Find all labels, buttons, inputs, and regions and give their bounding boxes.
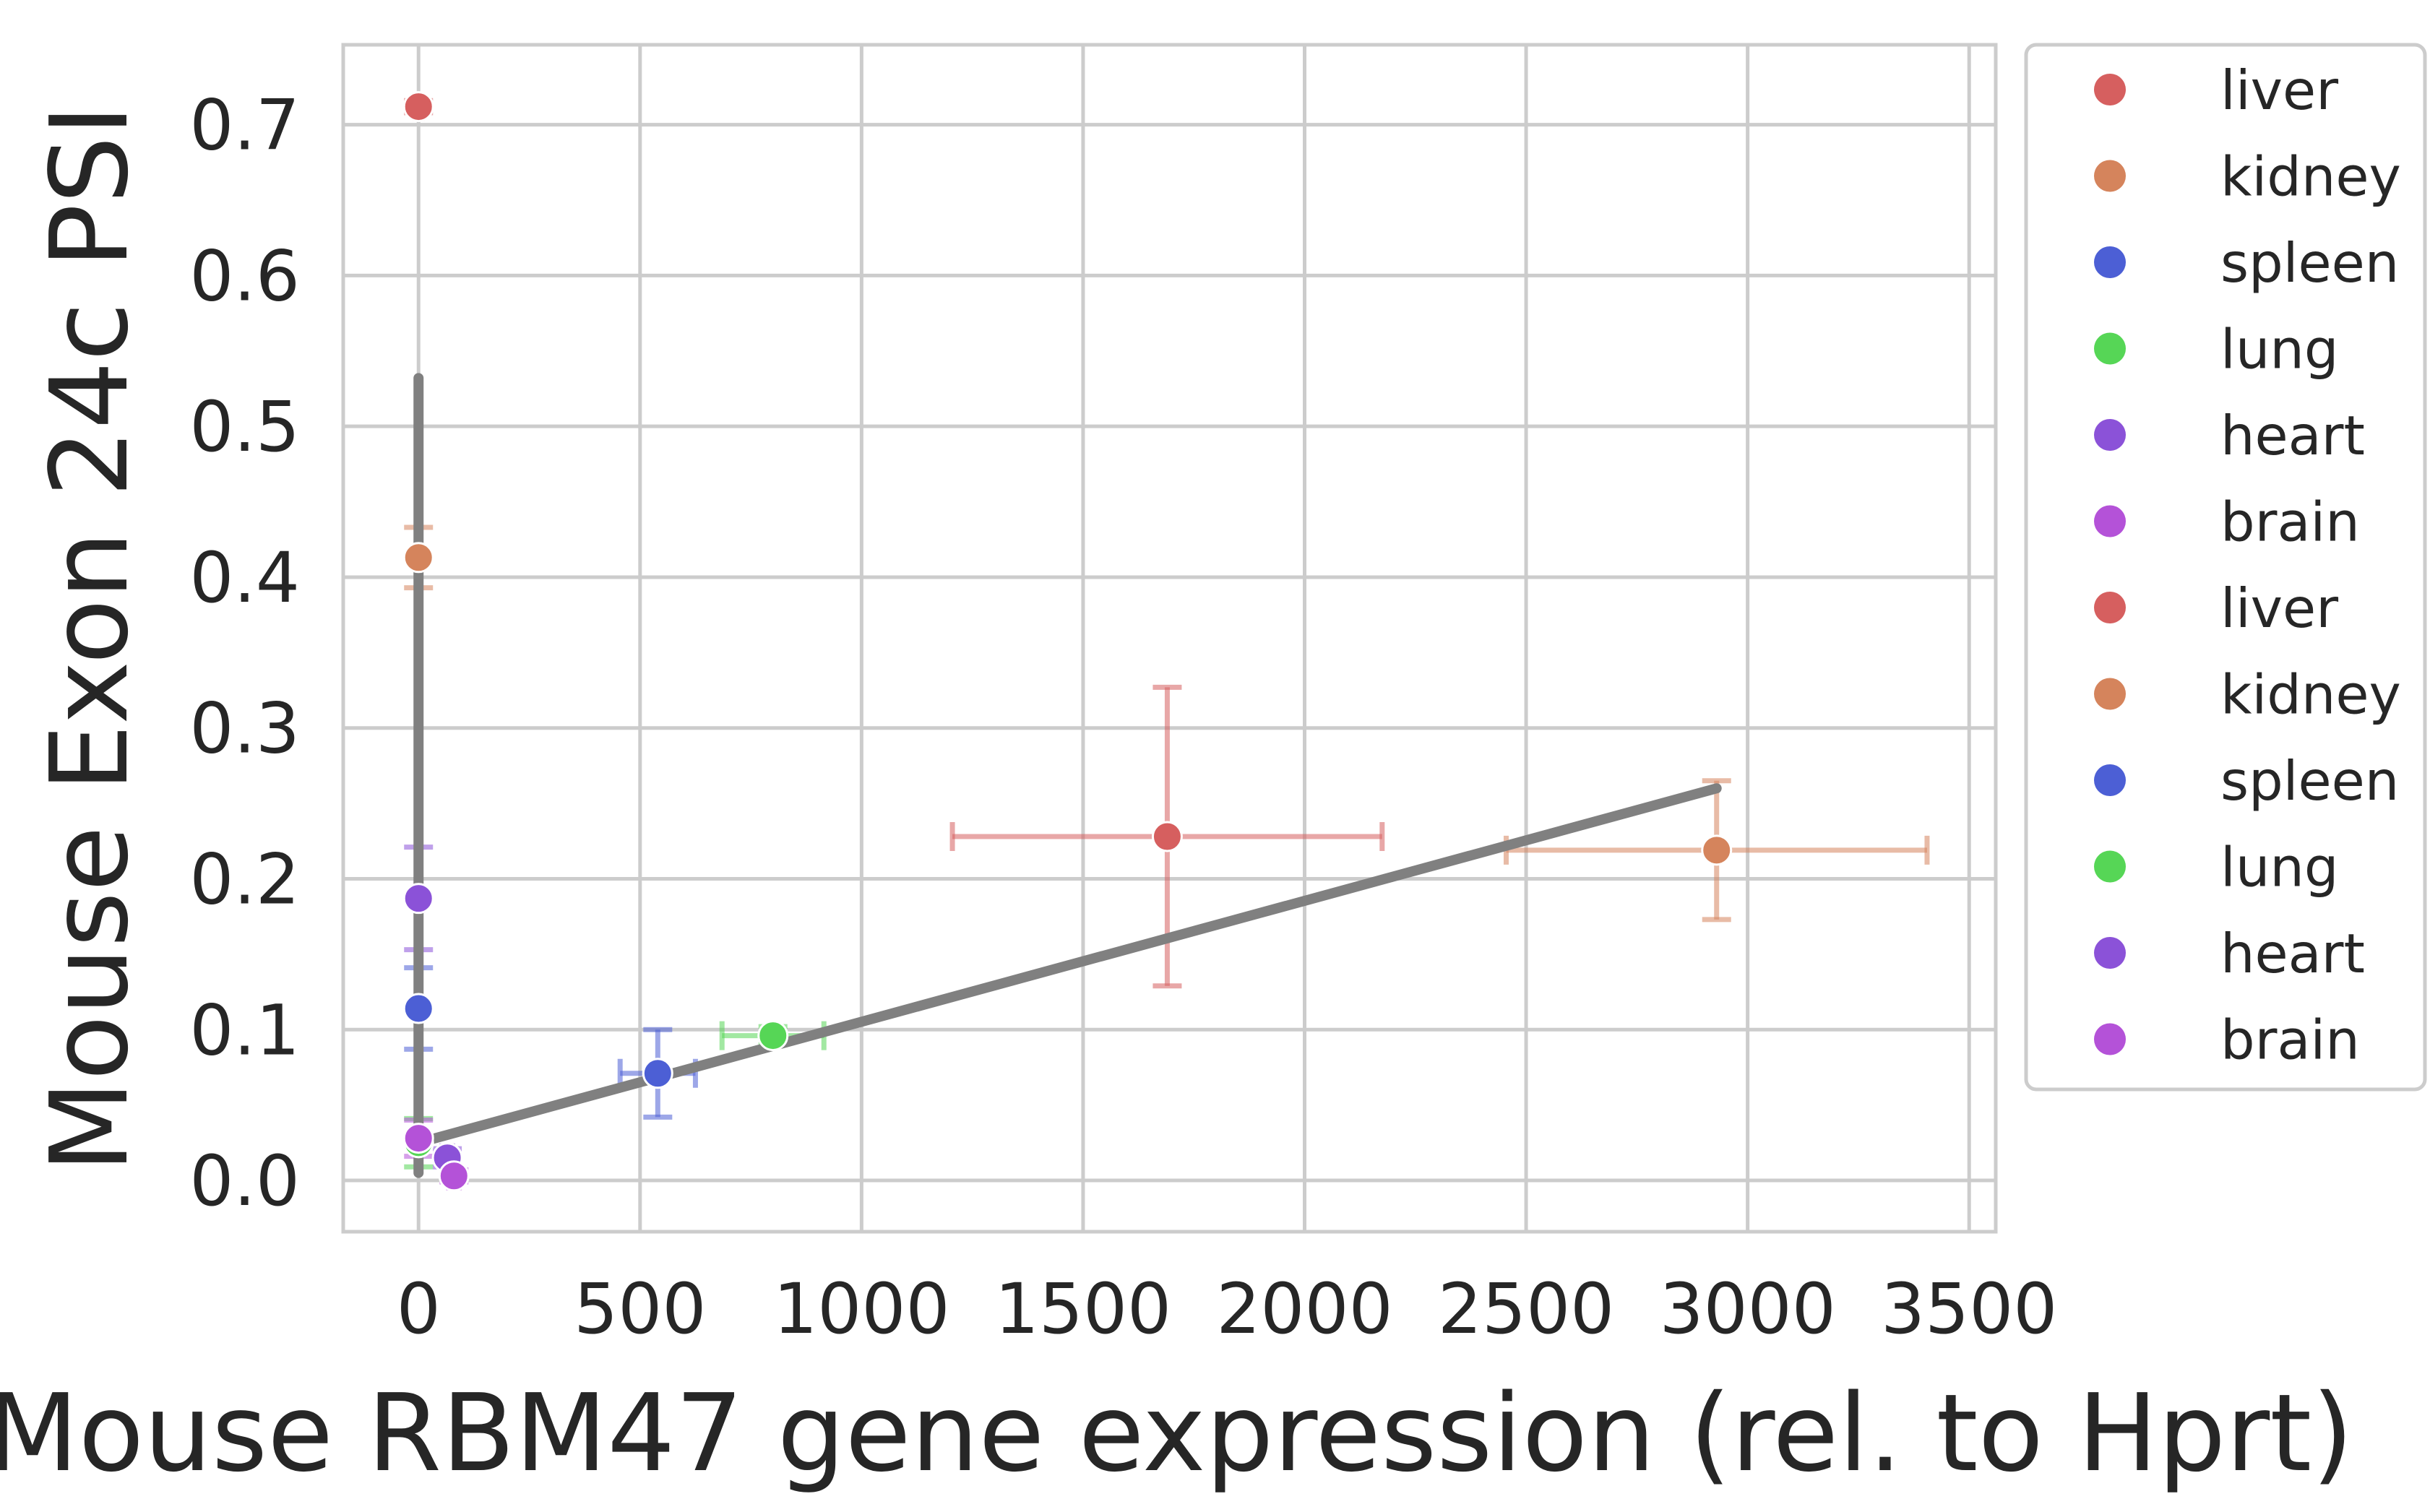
data-points (402, 91, 1733, 1192)
legend-marker-brain (2094, 1023, 2126, 1055)
regression-line (413, 783, 1722, 1148)
legend-marker-liver (2094, 74, 2126, 105)
legend-marker-liver (2094, 592, 2126, 623)
legend-label-lung: lung (2220, 836, 2339, 899)
legend-label-brain: brain (2220, 1008, 2360, 1072)
legend-frame (2024, 43, 2427, 1092)
y-tick-label: 0.2 (189, 839, 300, 920)
data-point-kidney (402, 542, 434, 574)
y-tick-label: 0.0 (189, 1141, 300, 1222)
x-tick-label: 0 (397, 1269, 441, 1349)
data-point-spleen (402, 993, 434, 1024)
x-tick-label: 1500 (995, 1269, 1171, 1349)
data-point-brain (402, 1123, 434, 1154)
y-tick-label: 0.3 (189, 688, 300, 769)
legend-label-lung: lung (2220, 318, 2339, 381)
legend-marker-heart (2094, 419, 2126, 451)
x-tick-label: 500 (574, 1269, 706, 1349)
y-tick-label: 0.7 (189, 85, 300, 166)
legend-label-kidney: kidney (2220, 145, 2401, 209)
y-tick-labels: 0.0 0.1 0.2 0.3 0.4 0.5 0.6 0.7 (189, 85, 300, 1222)
data-point-spleen (642, 1058, 673, 1089)
legend-label-spleen: spleen (2220, 749, 2399, 813)
legend-label-brain: brain (2220, 491, 2360, 554)
data-point-liver (1151, 821, 1183, 852)
legend-marker-kidney (2094, 678, 2126, 710)
legend-label-spleen: spleen (2220, 231, 2399, 295)
legend-marker-spleen (2094, 246, 2126, 278)
fit-lines (413, 373, 1722, 1178)
legend-label-kidney: kidney (2220, 663, 2401, 727)
legend-marker-spleen (2094, 764, 2126, 796)
y-tick-label: 0.1 (189, 990, 300, 1071)
legend-items: liver kidney spleen lung heart brain liver kidn… (2094, 59, 2401, 1072)
y-tick-label: 0.6 (189, 236, 300, 316)
data-point-kidney (1701, 834, 1733, 866)
legend-marker-kidney (2094, 160, 2126, 192)
data-point-lung (757, 1020, 789, 1052)
legend-label-liver: liver (2220, 59, 2338, 122)
data-point-heart (402, 883, 434, 915)
x-tick-label: 1000 (773, 1269, 949, 1349)
y-axis-title: Mouse Exon 24c PSI (27, 105, 152, 1173)
x-tick-labels: 0 500 1000 1500 2000 2500 3000 3500 (397, 1269, 2058, 1349)
y-tick-label: 0.5 (189, 386, 300, 467)
legend-label-heart: heart (2220, 404, 2365, 467)
plot-area (341, 43, 1998, 1234)
x-axis-title: Mouse RBM47 gene expression (rel. to Hpr… (0, 1371, 2353, 1495)
x-tick-label: 3500 (1881, 1269, 2057, 1349)
legend-marker-heart (2094, 937, 2126, 969)
x-tick-label: 2000 (1216, 1269, 1392, 1349)
legend: liver kidney spleen lung heart brain liver kidn… (2024, 43, 2427, 1092)
x-tick-label: 3000 (1659, 1269, 1835, 1349)
legend-marker-brain (2094, 505, 2126, 537)
x-tick-label: 2500 (1438, 1269, 1614, 1349)
data-point-liver (402, 91, 434, 123)
y-tick-label: 0.4 (189, 537, 300, 618)
legend-marker-lung (2094, 332, 2126, 365)
legend-label-liver: liver (2220, 576, 2338, 640)
data-point-brain (438, 1160, 470, 1192)
legend-label-heart: heart (2220, 922, 2365, 985)
legend-marker-lung (2094, 850, 2126, 883)
